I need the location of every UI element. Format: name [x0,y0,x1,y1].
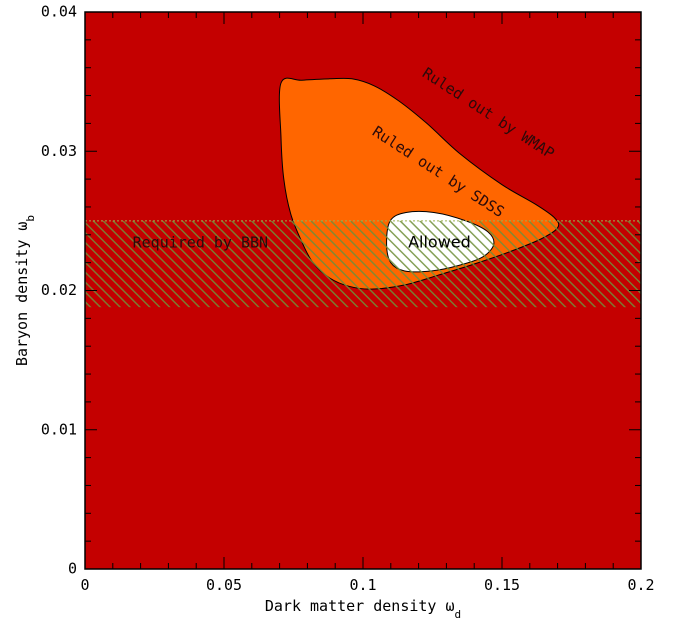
allowed-region-label: Allowed [408,233,471,252]
y-tick-label: 0.01 [41,420,77,438]
x-tick-label: 0.15 [484,576,520,594]
y-tick-label: 0 [68,560,77,578]
bbn-band [85,220,641,308]
y-axis-title: Baryon density ωb [13,215,37,366]
x-tick-label: 0 [80,576,89,594]
x-tick-label: 0.05 [206,576,242,594]
y-tick-label: 0.03 [41,142,77,160]
x-axis-title-sub: d [455,608,462,621]
y-tick-label: 0.02 [41,281,77,299]
y-axis-title-sub: b [24,215,37,222]
y-tick-label: 0.04 [41,3,77,21]
x-axis-title: Dark matter density ωd [265,597,461,621]
x-axis-title-main: Dark matter density ω [265,597,455,615]
x-tick-label: 0.2 [627,576,654,594]
x-tick-label: 0.1 [349,576,376,594]
y-axis-title-main: Baryon density ω [13,222,31,367]
bbn-region-label: Required by BBN [133,234,268,252]
